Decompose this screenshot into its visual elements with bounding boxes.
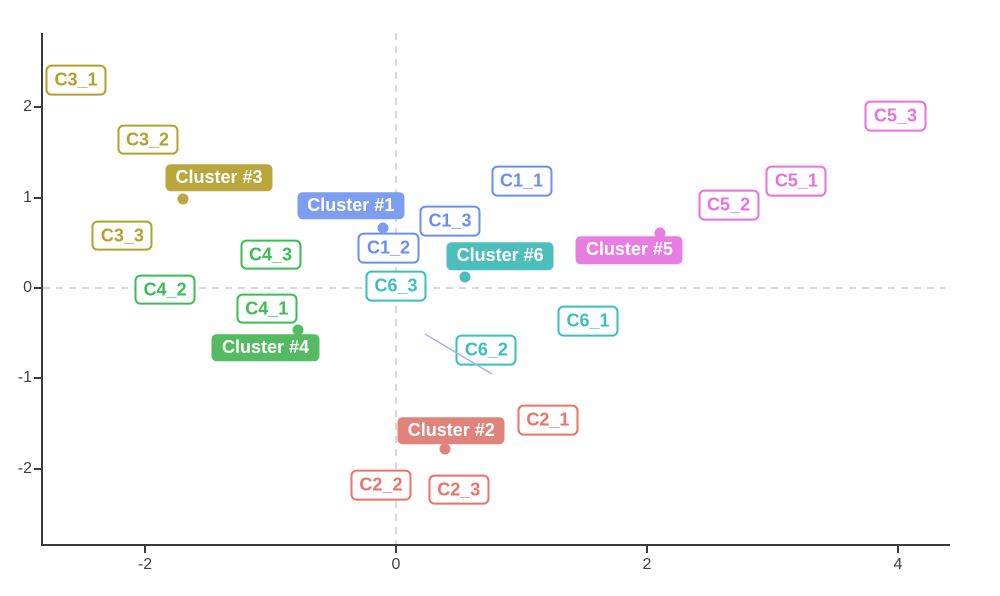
x-tick-label: -2 (137, 556, 153, 573)
cluster-center-label-1: Cluster #1 (297, 191, 405, 220)
sample-label-c5_3: C5_3 (864, 100, 926, 132)
sample-label-c6_2: C6_2 (455, 335, 517, 366)
cluster-center-dot-4 (292, 324, 304, 336)
cluster-center-dot-1 (377, 222, 389, 234)
x-tick-mark (395, 546, 397, 553)
x-tick-mark (144, 546, 146, 553)
cluster-center-label-6: Cluster #6 (446, 242, 554, 271)
y-tick-mark (34, 196, 42, 199)
sample-label-c5_2: C5_2 (698, 189, 760, 221)
y-tick-mark (34, 377, 42, 380)
sample-label-c1_1: C1_1 (490, 165, 553, 197)
cluster-center-dot-5 (654, 227, 666, 239)
x-tick-label: 2 (642, 556, 652, 573)
sample-label-c5_1: C5_1 (765, 165, 827, 197)
sample-label-c6_1: C6_1 (557, 306, 619, 337)
y-axis-line (41, 33, 43, 546)
sample-label-c4_2: C4_2 (134, 274, 196, 306)
sample-label-c2_2: C2_2 (350, 469, 412, 501)
x-tick-label: 0 (391, 556, 401, 573)
cluster-center-dot-2 (439, 443, 451, 455)
cluster-center-dot-6 (459, 271, 471, 283)
sample-label-c4_3: C4_3 (239, 239, 302, 270)
cluster-center-label-5: Cluster #5 (575, 236, 683, 264)
y-tick-label: -1 (17, 369, 32, 387)
y-tick-label: 0 (23, 279, 32, 296)
x-tick-mark (897, 546, 899, 553)
y-tick-mark (34, 467, 42, 470)
cluster-center-dot-3 (177, 193, 189, 205)
sample-label-c1_2: C1_2 (357, 232, 419, 264)
cluster-center-label-3: Cluster #3 (165, 163, 273, 192)
cluster-center-label-4: Cluster #4 (211, 333, 319, 362)
x-tick-label: 4 (893, 556, 903, 573)
y-tick-label: 1 (23, 188, 32, 206)
y-tick-mark (34, 287, 42, 289)
sample-label-c3_1: C3_1 (45, 64, 107, 96)
y-tick-mark (34, 106, 42, 109)
x-tick-mark (646, 546, 648, 553)
sample-label-c2_3: C2_3 (428, 474, 490, 505)
sample-label-c2_1: C2_1 (517, 404, 579, 436)
cluster-center-label-2: Cluster #2 (397, 417, 505, 445)
y-tick-label: -2 (17, 459, 32, 477)
sample-label-c3_3: C3_3 (91, 220, 153, 251)
sample-label-c1_3: C1_3 (419, 205, 481, 237)
sample-label-c4_1: C4_1 (236, 293, 298, 325)
y-tick-label: 2 (23, 98, 32, 116)
x-axis-line (41, 544, 950, 546)
zero-gridline-horizontal (43, 287, 945, 289)
sample-label-c6_3: C6_3 (365, 270, 427, 302)
sample-label-c3_2: C3_2 (116, 124, 179, 156)
